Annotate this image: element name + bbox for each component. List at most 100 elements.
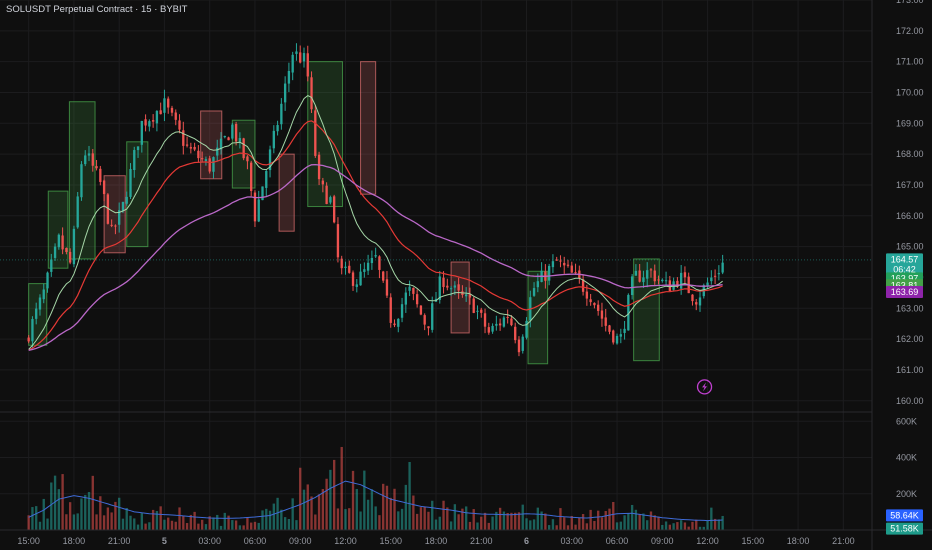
candle-down [332, 196, 336, 223]
volume-bar-down [657, 516, 660, 530]
volume-bar-up [491, 516, 494, 530]
volume-bar-down [151, 509, 155, 530]
volume-bar-up [291, 498, 294, 530]
volume-bar-down [382, 483, 385, 530]
candle-up [438, 276, 441, 300]
candle-down [68, 251, 72, 263]
candle-down [253, 192, 257, 222]
volume-bar-up [465, 506, 468, 530]
volume-bar-down [713, 518, 717, 530]
candle-up [42, 289, 45, 300]
volume-bar-down [480, 516, 483, 530]
volume-bar-down [468, 521, 472, 530]
volume-bar-down [200, 519, 204, 530]
volume-bar-down [336, 508, 340, 530]
volume-bar-down [110, 512, 113, 530]
last-price-tag-text: 06:42 [893, 264, 916, 274]
volume-bar-up [661, 524, 664, 530]
volume-bar-up [31, 507, 34, 530]
candle-up [366, 262, 370, 271]
volume-bar-up [76, 513, 79, 530]
price-tick-label: 167.00 [896, 180, 924, 190]
volume-bar-up [431, 500, 434, 530]
volume-bar-down [514, 512, 517, 530]
candle-down [506, 317, 509, 319]
candle-up [265, 171, 268, 188]
candle-down [317, 154, 321, 180]
candle-up [397, 318, 400, 327]
candle-down [612, 330, 615, 343]
volume-bar-up [525, 518, 528, 530]
volume-bar-down [415, 513, 419, 530]
volume-bar-down [506, 513, 509, 530]
candle-up [31, 319, 34, 342]
candle-down [182, 130, 185, 146]
candle-down [310, 77, 313, 110]
candle-up [231, 124, 234, 139]
candle-down [570, 265, 573, 273]
volume-bar-up [408, 461, 411, 530]
candle-up [525, 320, 528, 338]
candle-down [144, 119, 147, 126]
candle-down [574, 272, 577, 274]
candle-down [314, 110, 317, 156]
volume-bar-down [193, 511, 196, 530]
candle-up [664, 280, 668, 282]
volume-bar-up [532, 519, 536, 530]
candle-down [208, 158, 211, 172]
candle-down [325, 185, 328, 205]
ma-slow-line [28, 163, 723, 352]
time-tick-label: 09:00 [289, 536, 312, 546]
volume-bar-up [268, 510, 272, 530]
bearish-zone [278, 153, 295, 232]
volume-bar-up [329, 469, 332, 530]
volume-bar-down [487, 522, 490, 530]
volume-bar-down [99, 496, 102, 530]
candle-up [661, 279, 664, 282]
volume-bar-down [581, 514, 585, 530]
volume-bar-up [679, 520, 683, 530]
candle-up [619, 334, 622, 337]
candle-up [374, 255, 377, 257]
volume-bar-down [389, 497, 392, 530]
volume-bar-up [344, 509, 347, 530]
candle-up [642, 277, 645, 283]
volume-bar-up [57, 489, 61, 530]
last-volume-tag-text: 51.58K [890, 524, 919, 534]
last-volume-tag [886, 522, 923, 535]
candle-down [227, 137, 230, 141]
time-tick-label: 21:00 [832, 536, 855, 546]
candle-up [121, 201, 125, 211]
candle-down [457, 284, 460, 291]
volume-bar-down [457, 514, 460, 530]
candle-down [102, 180, 106, 195]
candle-down [713, 275, 717, 277]
volume-bar-up [265, 508, 268, 530]
volume-bar-down [332, 459, 336, 530]
volume-ma [28, 480, 723, 522]
candle-down [178, 120, 181, 130]
candle-up [502, 317, 506, 327]
volume-bar-up [529, 520, 532, 530]
volume-bar-up [453, 504, 457, 530]
candle-up [291, 54, 294, 73]
candle-down [200, 158, 204, 160]
volume-bar-down [197, 523, 200, 530]
volume-bar-down [314, 514, 317, 530]
volume-bar-down [348, 508, 351, 530]
candle-up [615, 335, 619, 344]
volume-bar-up [363, 470, 366, 530]
volume-bar-up [136, 524, 140, 530]
volume-bar-up [295, 520, 298, 530]
ma-fast-tag-text: 163.97 [891, 273, 919, 283]
volume-bar-up [35, 506, 38, 530]
candle-up [125, 196, 128, 204]
volume-bar-up [627, 513, 630, 530]
volume-bar-up [706, 520, 709, 530]
candle-up [521, 336, 524, 351]
volume-bar-down [427, 511, 430, 530]
candle-up [495, 323, 498, 326]
